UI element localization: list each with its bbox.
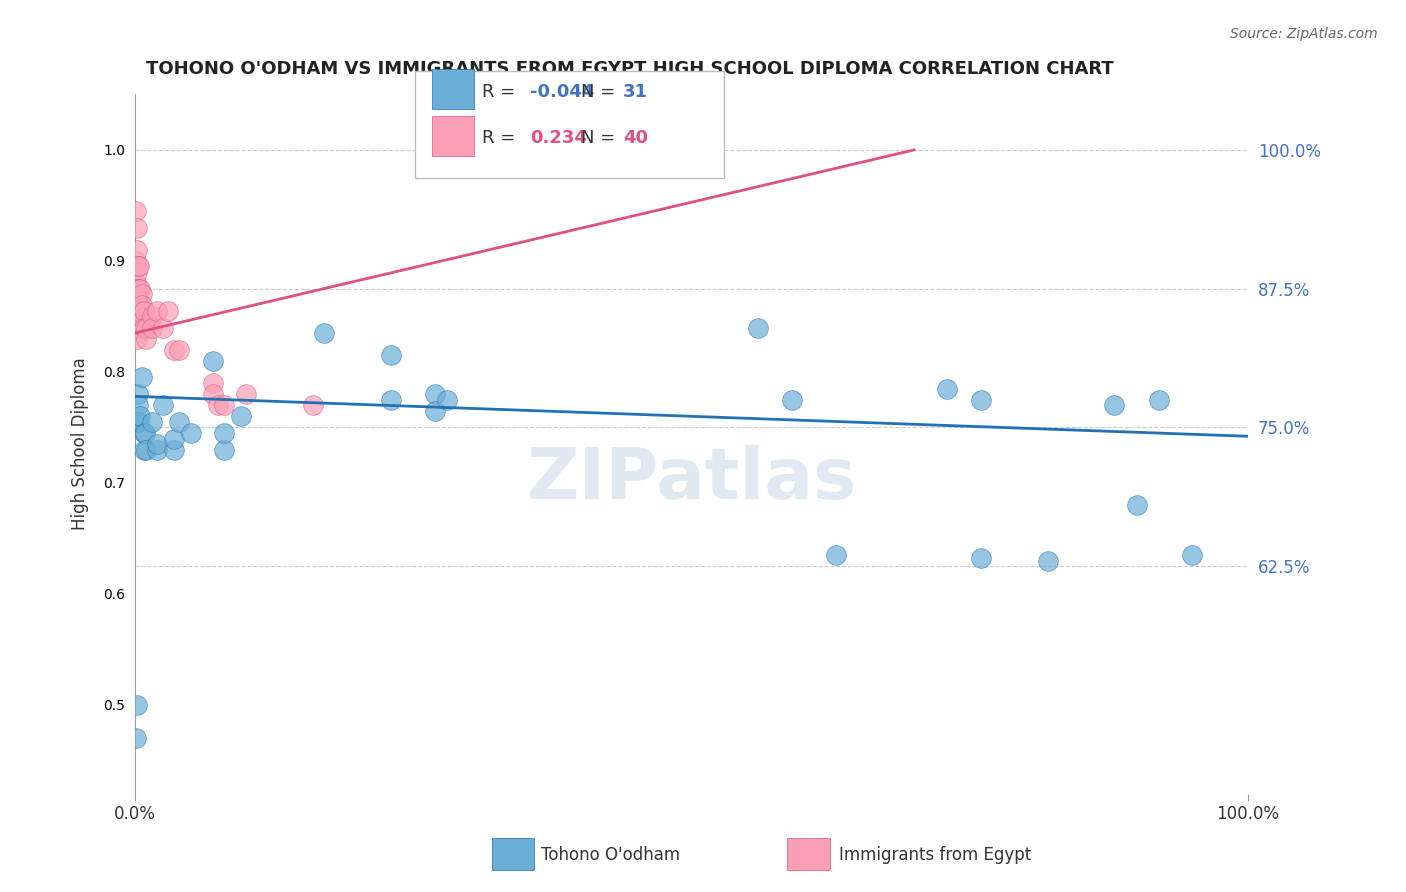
Point	[141, 320, 163, 334]
Point	[125, 282, 148, 296]
Point	[169, 415, 191, 429]
Point	[127, 387, 149, 401]
Point	[201, 376, 224, 390]
Point	[157, 304, 180, 318]
Point	[125, 287, 148, 301]
Point	[135, 332, 157, 346]
Point	[146, 442, 169, 457]
Point	[970, 392, 993, 407]
Point	[152, 398, 174, 412]
Point	[201, 387, 224, 401]
Point	[129, 409, 152, 424]
Point	[125, 731, 148, 746]
Point	[125, 254, 148, 268]
Point	[312, 326, 335, 340]
Point	[235, 387, 257, 401]
Text: Tohono O'odham: Tohono O'odham	[541, 846, 681, 863]
Point	[936, 382, 959, 396]
Point	[207, 398, 229, 412]
Text: 31: 31	[623, 83, 648, 101]
Point	[163, 442, 186, 457]
Point	[135, 320, 157, 334]
Point	[146, 437, 169, 451]
Text: 40: 40	[623, 129, 648, 147]
Point	[125, 332, 148, 346]
Point	[128, 298, 150, 312]
Text: Source: ZipAtlas.com: Source: ZipAtlas.com	[1230, 27, 1378, 41]
Y-axis label: High School Diploma: High School Diploma	[72, 358, 89, 531]
Point	[125, 204, 148, 219]
Point	[441, 143, 464, 157]
Point	[125, 698, 148, 712]
Point	[141, 310, 163, 324]
Point	[825, 548, 848, 562]
Point	[128, 260, 150, 274]
Point	[1104, 398, 1126, 412]
Point	[131, 298, 153, 312]
Point	[380, 348, 402, 362]
Point	[780, 392, 803, 407]
Point	[128, 415, 150, 429]
Point	[132, 425, 155, 440]
Point	[302, 398, 325, 412]
Point	[425, 403, 447, 417]
Point	[125, 293, 148, 307]
Point	[1036, 553, 1059, 567]
Point	[125, 220, 148, 235]
Text: R =: R =	[482, 83, 522, 101]
Point	[212, 425, 235, 440]
Point	[1147, 392, 1170, 407]
Point	[129, 282, 152, 296]
Point	[380, 392, 402, 407]
Point	[1181, 548, 1204, 562]
Point	[125, 320, 148, 334]
Point	[425, 387, 447, 401]
Point	[127, 304, 149, 318]
Point	[212, 398, 235, 412]
Point	[436, 392, 458, 407]
Point	[179, 425, 201, 440]
Point	[127, 282, 149, 296]
Point	[135, 442, 157, 457]
Point	[125, 304, 148, 318]
Text: 0.234: 0.234	[530, 129, 586, 147]
Point	[1125, 498, 1147, 512]
Point	[146, 304, 169, 318]
Point	[132, 304, 155, 318]
Point	[125, 276, 148, 290]
Text: N =: N =	[581, 83, 620, 101]
Text: TOHONO O'ODHAM VS IMMIGRANTS FROM EGYPT HIGH SCHOOL DIPLOMA CORRELATION CHART: TOHONO O'ODHAM VS IMMIGRANTS FROM EGYPT …	[146, 60, 1114, 78]
Point	[134, 425, 156, 440]
Point	[125, 415, 148, 429]
Point	[127, 260, 149, 274]
Point	[747, 320, 769, 334]
Point	[152, 320, 174, 334]
Text: -0.044: -0.044	[530, 83, 595, 101]
Point	[201, 353, 224, 368]
Point	[131, 370, 153, 384]
Point	[229, 409, 252, 424]
Point	[125, 265, 148, 279]
Point	[163, 432, 186, 446]
Text: R =: R =	[482, 129, 527, 147]
Point	[970, 551, 993, 566]
Point	[131, 287, 153, 301]
Point	[127, 398, 149, 412]
Point	[212, 442, 235, 457]
Point	[132, 442, 155, 457]
Text: ZIPatlas: ZIPatlas	[526, 444, 856, 514]
Point	[169, 343, 191, 357]
Point	[127, 293, 149, 307]
Point	[128, 282, 150, 296]
Point	[125, 304, 148, 318]
Text: N =: N =	[581, 129, 620, 147]
Point	[141, 415, 163, 429]
Text: Immigrants from Egypt: Immigrants from Egypt	[839, 846, 1032, 863]
Point	[125, 243, 148, 257]
Point	[163, 343, 186, 357]
Point	[132, 320, 155, 334]
